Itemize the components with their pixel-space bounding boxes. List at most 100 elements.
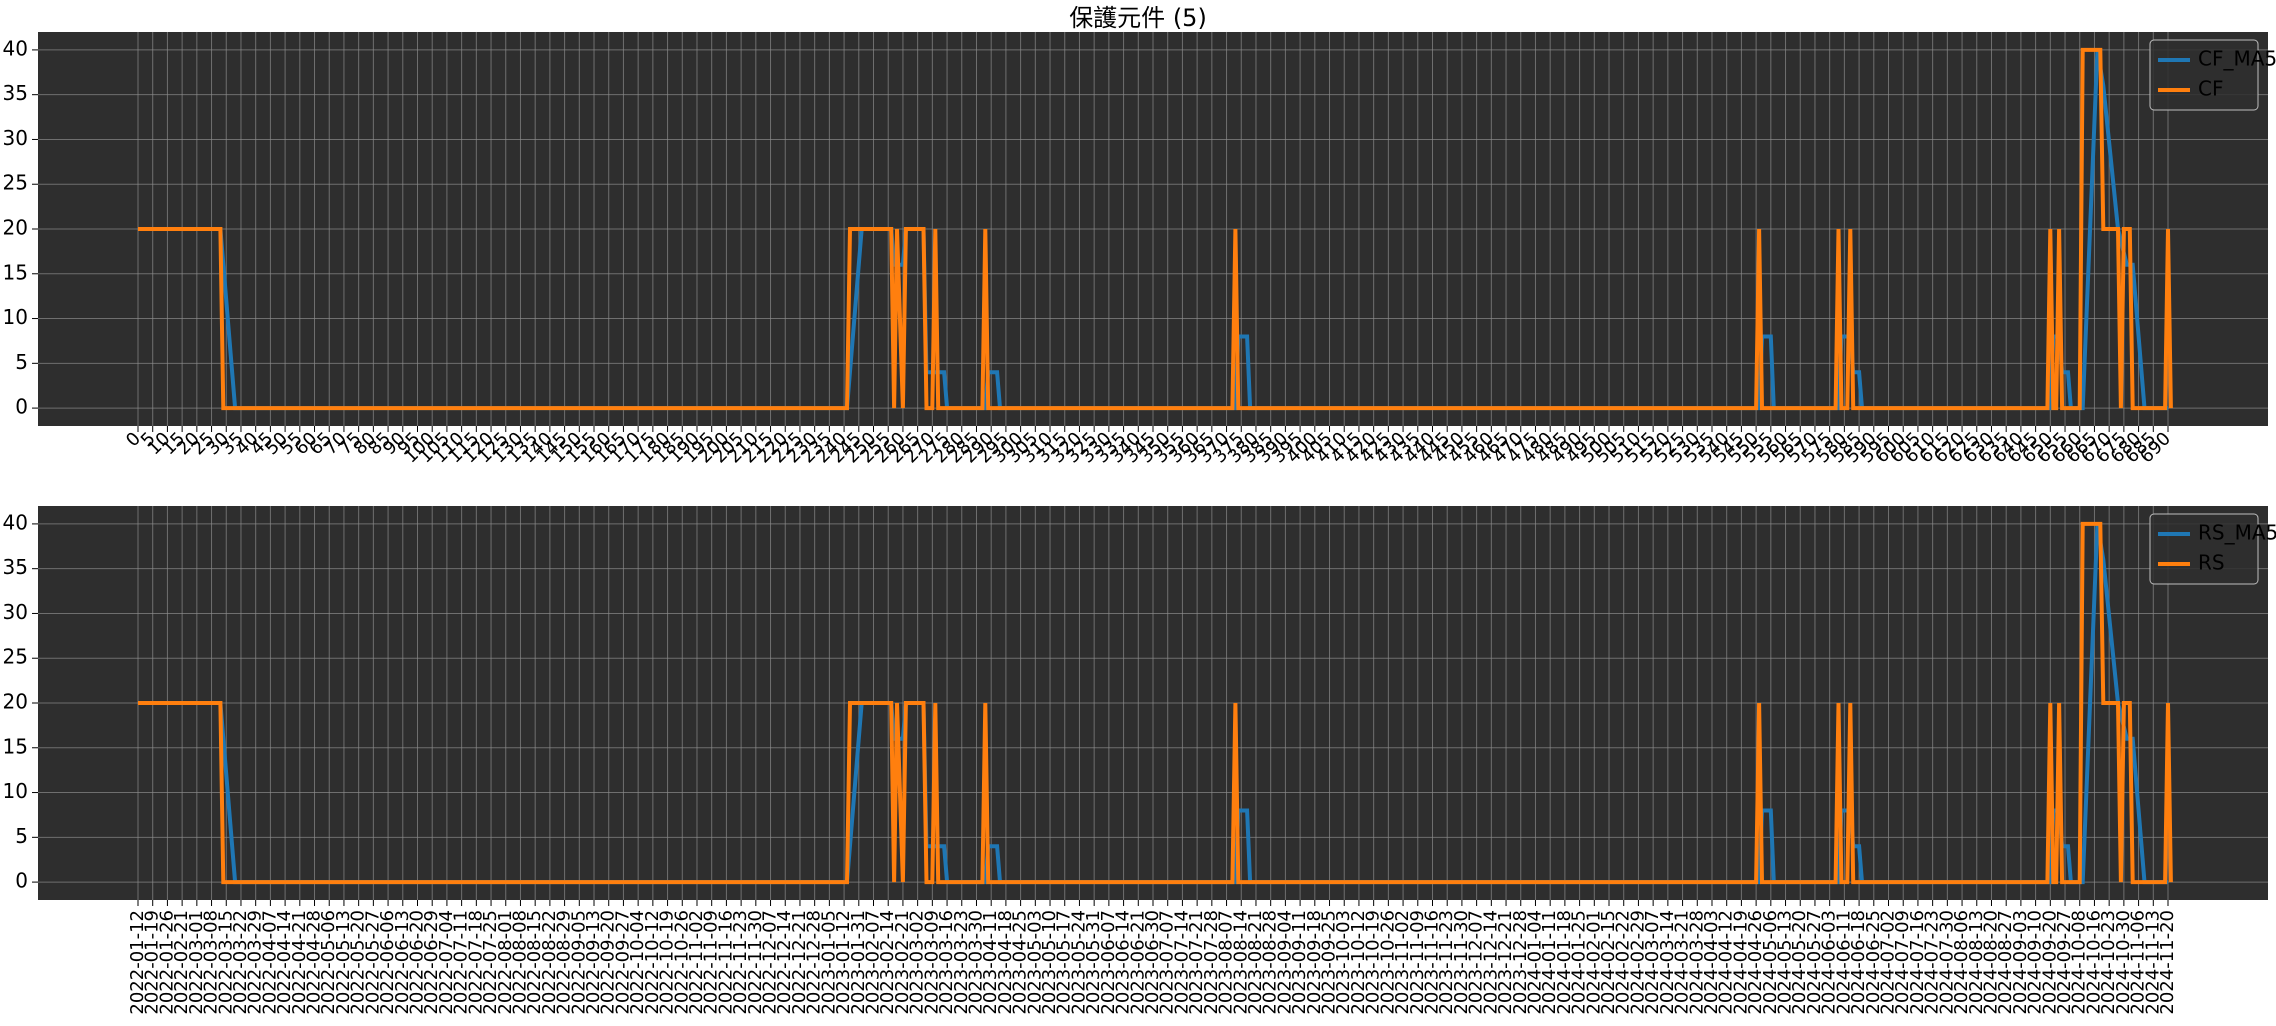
chart-title: 保護元件 (5)	[1069, 4, 1207, 32]
x-tick-label: 2024-02-22	[1613, 910, 1634, 1015]
x-tick-label: 2023-03-02	[907, 910, 928, 1015]
x-tick-label: 2023-09-11	[1289, 910, 1310, 1015]
x-tick-label: 2022-02-21	[171, 910, 192, 1015]
x-tick-label: 2022-06-20	[406, 910, 427, 1015]
x-tick-label: 2022-08-29	[554, 910, 575, 1015]
x-tick-label: 2024-03-21	[1672, 910, 1693, 1015]
x-tick-label: 2024-05-06	[1760, 910, 1781, 1015]
x-tick-label: 2023-10-26	[1377, 910, 1398, 1015]
x-tick-label: 2022-09-20	[598, 910, 619, 1015]
y-tick-label: 0	[15, 869, 28, 893]
x-tick-label: 2023-07-28	[1201, 910, 1222, 1015]
x-tick-label: 2024-02-15	[1598, 910, 1619, 1015]
x-tick-label: 2022-09-05	[568, 910, 589, 1015]
x-tick-label: 2022-05-27	[362, 910, 383, 1015]
x-tick-label: 2024-06-03	[1819, 910, 1840, 1015]
x-tick-label: 2022-09-27	[612, 910, 633, 1015]
y-tick-label: 15	[3, 734, 28, 758]
x-tick-label: 2022-11-02	[686, 910, 707, 1015]
x-tick-label: 2023-06-07	[1098, 910, 1119, 1015]
x-tick-label: 2022-11-09	[701, 910, 722, 1015]
legend: CF_MA5 CF	[2149, 39, 2276, 111]
x-tick-label: 2022-11-30	[745, 910, 766, 1015]
x-tick-label: 2023-01-12	[833, 910, 854, 1015]
x-tick-label: 2023-12-28	[1510, 910, 1531, 1015]
legend-label: CF_MA5	[2198, 47, 2276, 71]
y-tick-label: 0	[15, 395, 28, 419]
y-tick-label: 30	[3, 600, 28, 624]
legend-label: RS	[2198, 551, 2225, 575]
legend-label: RS_MA5	[2198, 521, 2276, 545]
x-tick-label: 2023-07-07	[1157, 910, 1178, 1015]
x-tick-label: 2023-08-14	[1230, 910, 1251, 1015]
x-tick-label: 2023-05-03	[1024, 910, 1045, 1015]
x-tick-label: 2023-08-07	[1216, 910, 1237, 1015]
x-tick-label: 2024-01-25	[1569, 910, 1590, 1015]
x-tick-label: 2022-12-07	[760, 910, 781, 1015]
x-tick-label: 2023-06-30	[1142, 910, 1163, 1015]
y-tick-label: 10	[3, 305, 28, 329]
y-tick-label: 35	[3, 81, 28, 105]
x-tick-label: 2024-04-26	[1745, 910, 1766, 1015]
series-line-cf	[138, 47, 2173, 411]
x-tick-label: 2022-11-16	[715, 910, 736, 1015]
x-tick-label: 2024-04-19	[1730, 910, 1751, 1015]
x-tick-label: 2022-04-21	[289, 910, 310, 1015]
x-tick-label: 2022-05-13	[333, 910, 354, 1015]
x-tick-label: 2024-08-06	[1951, 910, 1972, 1015]
x-tick-label: 2024-03-28	[1686, 910, 1707, 1015]
x-tick-label: 2022-03-22	[230, 910, 251, 1015]
x-tick-label: 2024-03-07	[1642, 910, 1663, 1015]
x-tick-label: 2024-07-02	[1878, 910, 1899, 1015]
x-tick-label: 2024-10-16	[2083, 910, 2104, 1015]
y-tick-label: 20	[3, 216, 28, 240]
x-tick-label: 2024-07-30	[1936, 910, 1957, 1015]
x-tick-label: 2022-06-06	[377, 910, 398, 1015]
x-tick-label: 2023-04-18	[995, 910, 1016, 1015]
y-tick-label: 40	[3, 36, 28, 60]
x-tick-label: 2024-11-20	[2157, 910, 2178, 1015]
x-tick-label: 2023-03-23	[951, 910, 972, 1015]
x-tick-label: 2023-03-16	[936, 910, 957, 1015]
legend: RS_MA5 RS	[2149, 513, 2276, 585]
x-tick-label: 2023-04-25	[1010, 910, 1031, 1015]
x-tick-label: 2023-12-07	[1466, 910, 1487, 1015]
x-tick-label: 2022-10-04	[627, 910, 648, 1015]
x-tick-label: 2024-02-01	[1583, 910, 1604, 1015]
x-tick-label: 2022-04-28	[304, 910, 325, 1015]
x-tick-label: 2022-07-18	[465, 910, 486, 1015]
x-tick-label: 2024-02-29	[1627, 910, 1648, 1015]
x-tick-label: 2024-09-20	[2039, 910, 2060, 1015]
legend-box	[2149, 513, 2259, 585]
x-tick-label: 2023-05-24	[1068, 910, 1089, 1015]
legend-box	[2149, 39, 2259, 111]
x-tick-label: 2022-01-26	[156, 910, 177, 1015]
x-tick-label: 2023-01-05	[818, 910, 839, 1015]
x-tick-label: 2024-03-14	[1657, 910, 1678, 1015]
x-tick-label: 2024-08-20	[1980, 910, 2001, 1015]
x-tick-label: 2023-07-14	[1171, 910, 1192, 1015]
x-tick-label: 2023-12-21	[1495, 910, 1516, 1015]
chart-panel-rs: 2022-01-122022-01-192022-01-262022-02-21…	[3, 506, 2276, 1015]
x-tick-label: 2022-05-20	[348, 910, 369, 1015]
x-tick-label: 2024-05-27	[1804, 910, 1825, 1015]
x-tick-label: 2023-03-30	[965, 910, 986, 1015]
y-tick-label: 20	[3, 690, 28, 714]
x-tick-label: 2024-05-20	[1789, 910, 1810, 1015]
x-tick-label: 2022-12-21	[789, 910, 810, 1015]
x-tick-label: 2023-06-14	[1113, 910, 1134, 1015]
x-tick-label: 2022-06-13	[392, 910, 413, 1015]
y-tick-label: 5	[15, 350, 28, 374]
x-tick-label: 2024-11-13	[2142, 910, 2163, 1015]
x-tick-label: 2022-07-25	[480, 910, 501, 1015]
y-tick-label: 25	[3, 645, 28, 669]
y-tick-label: 5	[15, 824, 28, 848]
x-tick-label: 2022-04-07	[259, 910, 280, 1015]
x-tick-label: 2024-06-18	[1848, 910, 1869, 1015]
y-tick-label: 10	[3, 779, 28, 803]
x-tick-label: 2023-09-25	[1319, 910, 1340, 1015]
x-tick-label: 2024-04-03	[1701, 910, 1722, 1015]
x-tick-label: 2024-04-12	[1716, 910, 1737, 1015]
x-tick-label: 2022-09-13	[583, 910, 604, 1015]
